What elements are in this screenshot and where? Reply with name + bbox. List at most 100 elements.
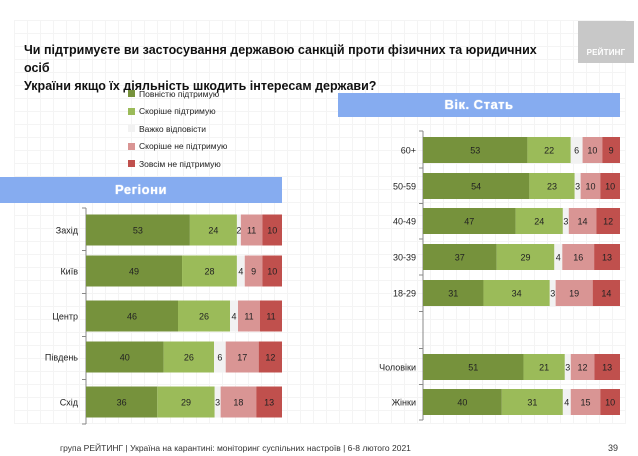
bar-not-support-at-all: [256, 386, 282, 418]
data-label: 6: [217, 353, 222, 363]
bar-not-support-at-all: [596, 208, 620, 234]
bar-rather-support: [529, 173, 575, 199]
bar-hard-to-say: [564, 354, 571, 380]
bar-rather-not-support: [562, 244, 595, 270]
data-label: 9: [609, 146, 614, 156]
bar-rather-not-support: [570, 354, 595, 380]
bar-rather-support: [157, 386, 215, 418]
legend-swatch: [128, 125, 135, 133]
bar-rather-support: [523, 354, 565, 380]
data-label: 28: [204, 267, 214, 277]
data-label: 40: [120, 353, 130, 363]
bar-fully-support: [423, 354, 524, 380]
bar-rather-support: [182, 255, 237, 287]
data-label: 29: [520, 253, 530, 263]
page-title: Чи підтримуєте ви застосування державою …: [24, 41, 564, 95]
legend-item: Важко відповісти: [128, 120, 227, 138]
data-label: 47: [464, 217, 474, 227]
data-label: 3: [575, 182, 580, 192]
data-label: 14: [578, 217, 588, 227]
legend-item: Скоріше підтримую: [128, 103, 227, 121]
data-label: 3: [563, 217, 568, 227]
data-label: 54: [471, 182, 481, 192]
data-label: 22: [544, 146, 554, 156]
data-label: 11: [247, 226, 256, 236]
data-label: 18: [233, 398, 243, 408]
legend-item: Скоріше не підтримую: [128, 138, 227, 156]
bar-rather-not-support: [240, 214, 263, 246]
legend-label: Повністю підтримую: [139, 88, 220, 99]
data-label: 31: [448, 289, 458, 299]
category-label: Південь: [45, 353, 78, 363]
bar-rather-support: [501, 389, 563, 415]
data-label: 3: [550, 289, 555, 299]
legend-swatch: [128, 160, 135, 168]
data-label: 34: [512, 289, 522, 299]
legend-item: Зовсім не підтримую: [128, 155, 227, 173]
bar-rather-support: [527, 137, 571, 163]
bar-fully-support: [423, 389, 502, 415]
bar-not-support-at-all: [260, 300, 282, 332]
data-label: 13: [602, 363, 612, 373]
category-label: 18-29: [393, 289, 416, 299]
bar-rather-not-support: [555, 280, 593, 306]
bar-fully-support: [423, 173, 530, 199]
legend-item: Повністю підтримую: [128, 85, 227, 103]
bar-not-support-at-all: [262, 214, 282, 246]
bar-hard-to-say: [554, 244, 563, 270]
data-label: 12: [603, 217, 613, 227]
title-line-1: Чи підтримуєте ви застосування державою …: [24, 43, 537, 75]
title-line-2: України якщо їх діяльність шкодить інтер…: [24, 79, 377, 93]
bar-hard-to-say: [549, 280, 556, 306]
data-label: 13: [264, 398, 274, 408]
category-label: 50-59: [393, 182, 416, 192]
bar-fully-support: [86, 341, 164, 373]
bar-not-support-at-all: [600, 173, 620, 199]
page-number: 39: [608, 443, 619, 453]
chart-legend: Повністю підтримую Скоріше підтримую Важ…: [128, 85, 227, 173]
logo-text: РЕЙТИНГ: [586, 48, 626, 57]
bar-not-support-at-all: [592, 280, 620, 306]
data-label: 11: [244, 312, 253, 322]
bar-hard-to-say: [570, 137, 583, 163]
regions-header: Регіони: [0, 177, 282, 203]
bar-fully-support: [86, 386, 158, 418]
data-label: 19: [569, 289, 579, 299]
data-label: 24: [208, 226, 218, 236]
bar-hard-to-say: [230, 300, 238, 332]
category-label: 30-39: [393, 253, 416, 263]
data-label: 12: [265, 353, 275, 363]
bar-hard-to-say: [562, 208, 569, 234]
legend-swatch: [128, 142, 135, 150]
bar-not-support-at-all: [602, 137, 620, 163]
bar-rather-not-support: [238, 300, 260, 332]
data-label: 10: [267, 226, 277, 236]
data-label: 9: [251, 267, 256, 277]
data-label: 10: [267, 267, 277, 277]
bar-fully-support: [86, 214, 190, 246]
bar-not-support-at-all: [258, 341, 282, 373]
category-label: Київ: [60, 267, 78, 277]
data-label: 4: [556, 253, 561, 263]
bar-fully-support: [86, 300, 178, 332]
bar-fully-support: [423, 244, 497, 270]
data-label: 2: [236, 226, 241, 236]
bar-not-support-at-all: [594, 354, 620, 380]
data-label: 15: [581, 398, 591, 408]
data-label: 36: [117, 398, 127, 408]
category-label: 40-49: [393, 217, 416, 227]
bar-rather-support: [189, 214, 237, 246]
bar-fully-support: [423, 280, 484, 306]
category-label: Захід: [56, 226, 79, 236]
data-label: 4: [564, 398, 569, 408]
bar-not-support-at-all: [594, 244, 620, 270]
bar-fully-support: [423, 137, 528, 163]
bar-rather-not-support: [220, 386, 257, 418]
data-label: 29: [181, 398, 191, 408]
bar-hard-to-say: [574, 173, 581, 199]
data-label: 13: [602, 253, 612, 263]
data-label: 53: [133, 226, 143, 236]
bar-hard-to-say: [562, 389, 571, 415]
legend-swatch: [128, 107, 135, 115]
bar-fully-support: [86, 255, 183, 287]
